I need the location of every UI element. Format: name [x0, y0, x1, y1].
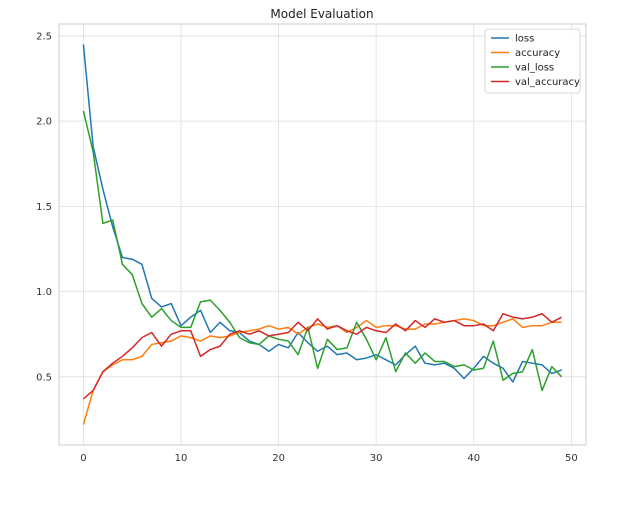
series-line-val-accuracy — [82, 313, 562, 400]
x-tick-label: 30 — [370, 453, 383, 464]
y-tick-label: 1.0 — [36, 287, 52, 298]
y-tick-label: 2.0 — [36, 117, 52, 128]
y-axis-ticks: 0.5 1.0 1.5 2.0 2.5 — [36, 31, 52, 383]
series-lines — [82, 44, 563, 425]
legend: loss accuracy val_loss val_accuracy — [484, 28, 581, 94]
x-tick-label: 0 — [80, 453, 86, 464]
legend-box — [484, 28, 581, 94]
x-axis-ticks: 0 10 20 30 40 50 — [80, 453, 578, 464]
x-tick-label: 10 — [175, 453, 188, 464]
x-tick-label: 20 — [272, 453, 285, 464]
legend-label: loss — [515, 34, 534, 45]
y-tick-label: 1.5 — [36, 202, 52, 213]
legend-label: val_loss — [515, 63, 554, 74]
series-line-loss — [82, 44, 562, 383]
series-line-val-loss — [82, 110, 563, 392]
y-tick-label: 2.5 — [36, 31, 52, 42]
x-tick-label: 50 — [565, 453, 578, 464]
plot-frame — [58, 23, 587, 446]
legend-label: accuracy — [515, 48, 560, 59]
x-tick-label: 40 — [467, 453, 480, 464]
chart-title: Model Evaluation — [270, 7, 373, 21]
plot-border — [58, 23, 587, 446]
plot-background — [59, 24, 586, 445]
y-tick-label: 0.5 — [36, 372, 52, 383]
legend-label: val_accuracy — [515, 77, 580, 88]
